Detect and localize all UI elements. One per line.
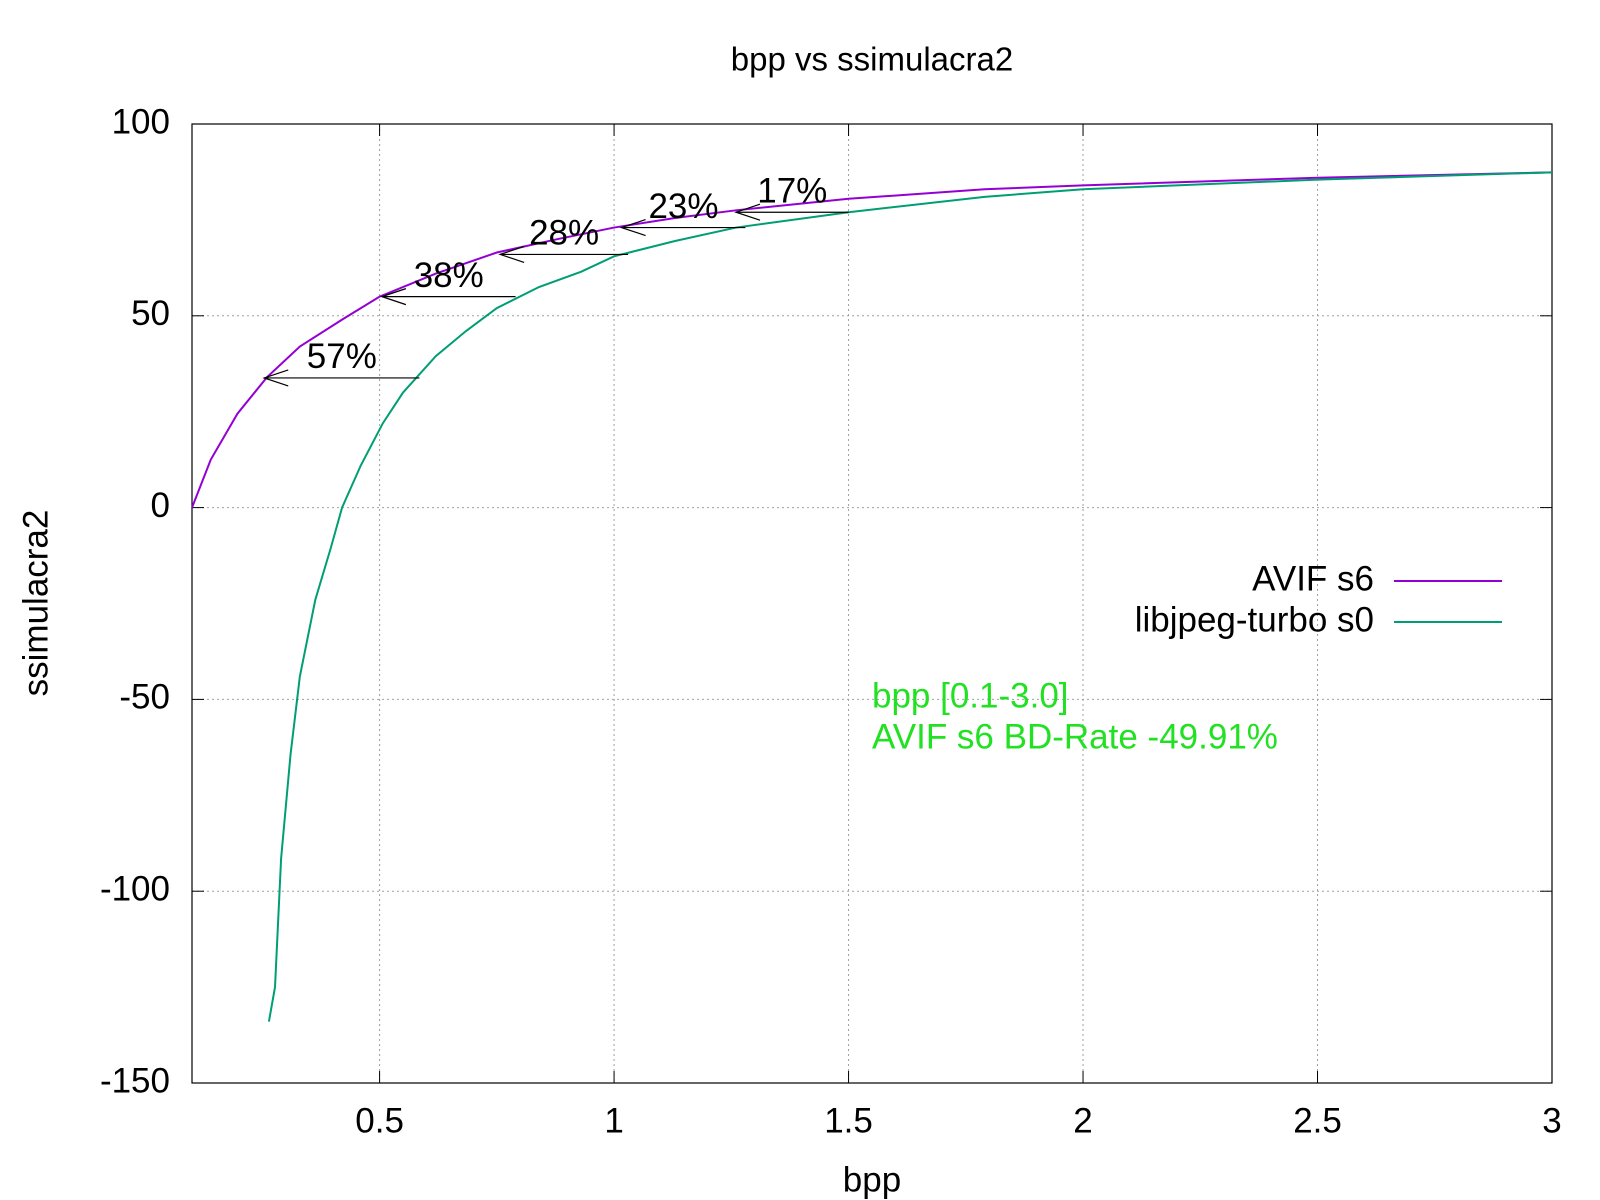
x-tick-label: 2 — [1073, 1101, 1092, 1140]
x-tick-label: 3 — [1542, 1101, 1561, 1140]
annotation-label: 17% — [757, 171, 827, 210]
series-line — [267, 171, 1553, 1022]
arrow-head — [498, 245, 525, 263]
arrow-head — [734, 203, 761, 221]
x-tick-label: 1.5 — [824, 1101, 873, 1140]
annotation-label: 28% — [529, 214, 599, 253]
series-line — [191, 171, 1553, 508]
bd-rate-note: bpp [0.1-3.0] — [872, 676, 1069, 715]
annotation-label: 57% — [307, 337, 377, 376]
annotation-label: 38% — [414, 256, 484, 295]
x-tick-label: 0.5 — [355, 1101, 404, 1140]
arrow-head — [380, 288, 407, 306]
y-tick-label: -50 — [119, 678, 170, 717]
legend-label: libjpeg-turbo s0 — [1135, 600, 1374, 639]
y-tick-label: -100 — [100, 869, 170, 908]
y-tick-label: 0 — [151, 486, 170, 525]
annotation-label: 23% — [648, 187, 718, 226]
bd-rate-note: AVIF s6 BD-Rate -49.91% — [872, 717, 1278, 756]
x-tick-label: 2.5 — [1293, 1101, 1342, 1140]
arrow-head — [262, 369, 289, 387]
x-tick-label: 1 — [604, 1101, 623, 1140]
x-axis-title: bpp — [843, 1160, 901, 1199]
chart-title: bpp vs ssimulacra2 — [731, 41, 1013, 78]
y-axis-title: ssimulacra2 — [16, 510, 55, 697]
arrow-head — [619, 219, 646, 237]
legend-label: AVIF s6 — [1252, 559, 1374, 598]
plot-frame — [191, 123, 1553, 1084]
y-tick-label: 100 — [112, 102, 170, 141]
y-tick-label: 50 — [131, 294, 170, 333]
y-tick-label: -150 — [100, 1061, 170, 1100]
